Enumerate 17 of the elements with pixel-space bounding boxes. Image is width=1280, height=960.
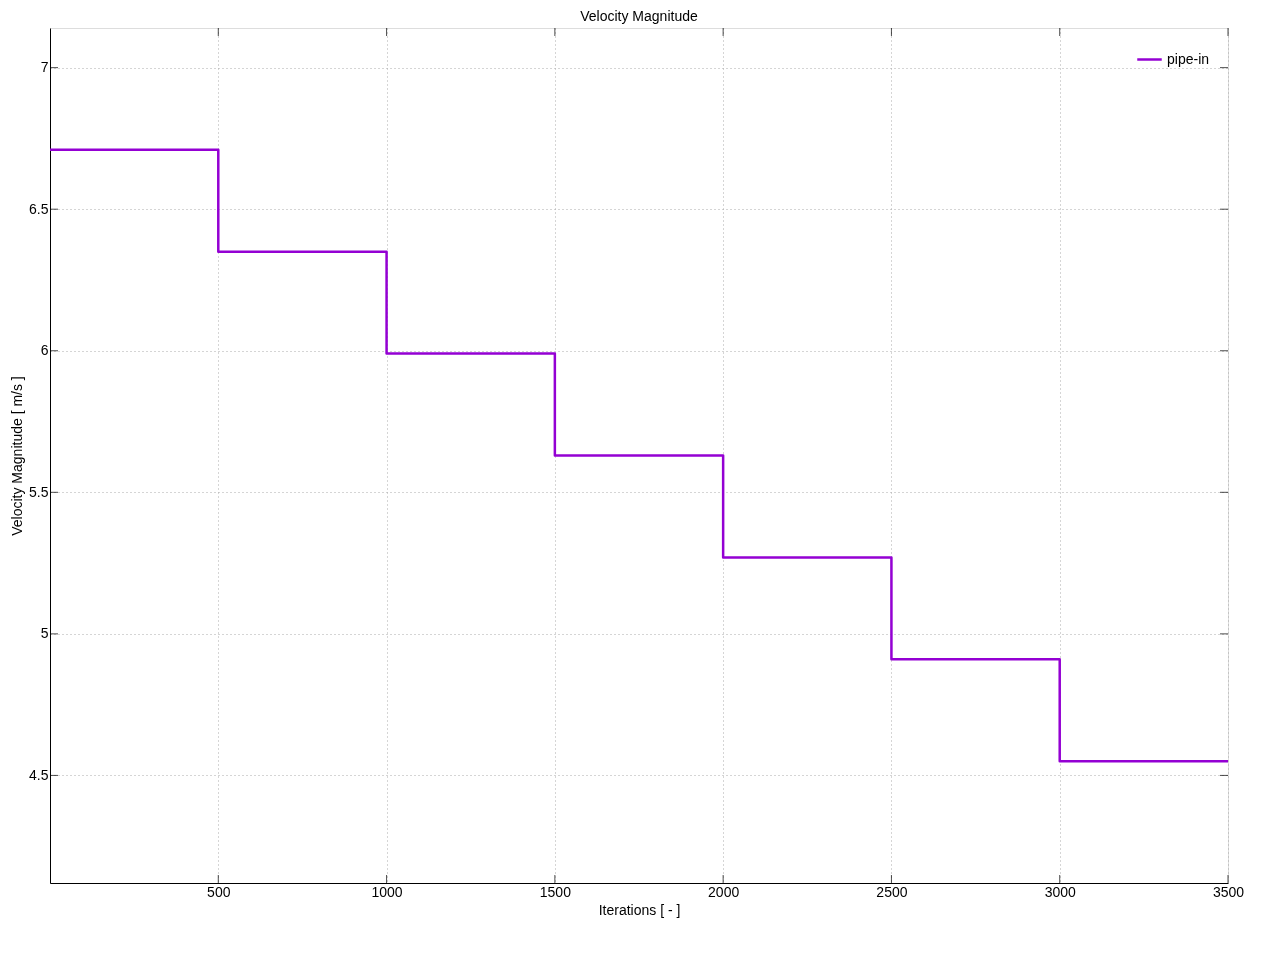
x-axis-title: Iterations [ - ]	[598, 901, 681, 918]
x-tick-label: 3500	[1212, 883, 1245, 900]
y-tick-label: 6.5	[29, 200, 49, 217]
x-tick-label: 2000	[708, 883, 740, 900]
x-tick-label: 1000	[371, 883, 403, 900]
x-tick-label: 3000	[1044, 883, 1076, 900]
y-tick-label: 6	[40, 342, 49, 359]
y-axis-title: Velocity Magnitude [ m/s ]	[9, 376, 26, 536]
y-tick-label: 4.5	[29, 766, 49, 783]
y-tick-label: 7	[40, 59, 49, 76]
y-tick-label: 5.5	[29, 483, 49, 500]
y-tick-label: 5	[40, 625, 49, 642]
legend-label: pipe-in	[1167, 50, 1210, 67]
x-tick-label: 1500	[539, 883, 572, 900]
chart-title: Velocity Magnitude	[580, 8, 698, 24]
x-tick-label: 2500	[876, 883, 908, 900]
x-tick-label: 500	[207, 883, 231, 900]
